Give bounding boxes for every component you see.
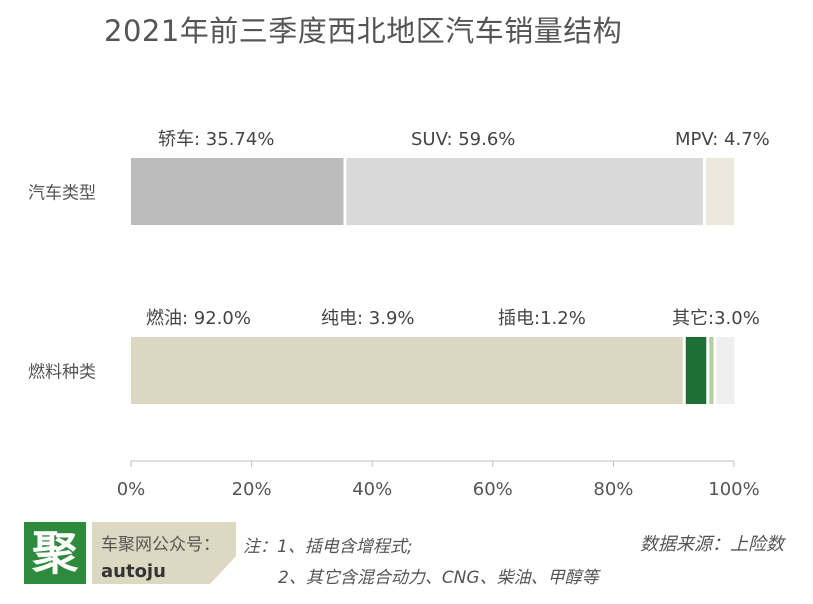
bar-segment (705, 158, 735, 225)
x-tick-label: 20% (232, 479, 272, 500)
data-label: 纯电: 3.9% (321, 308, 415, 329)
data-label: MPV: 4.7% (675, 129, 770, 150)
data-label: 燃油: 92.0% (146, 308, 251, 329)
bar-segment (131, 337, 683, 404)
autoju-logo: 聚 (24, 522, 86, 584)
x-tick-label: 60% (473, 479, 513, 500)
data-label: SUV: 59.6% (411, 129, 515, 150)
bar-segment (716, 337, 735, 404)
stacked-bar-chart: 汽车类型 轿车: 35.74% SUV: 59.6% MPV: 4.7% 燃料种类 燃油:… (28, 129, 770, 500)
x-tick-label: 100% (708, 479, 759, 500)
data-label: 轿车: 35.74% (158, 129, 274, 150)
bar-segment (709, 337, 714, 404)
account-label: 车聚网公众号： (101, 535, 220, 555)
data-label: 其它:3.0% (672, 308, 760, 329)
category-label: 汽车类型 (28, 184, 96, 204)
account-handle: autoju (101, 561, 166, 582)
bar-segment (346, 158, 703, 225)
note-line-2: 2、其它含混合动力、CNG、柴油、甲醇等 (278, 568, 599, 588)
x-tick-label: 0% (117, 479, 146, 500)
bar-segment (131, 158, 344, 225)
note-line-1: 注：1、插电含增程式; (243, 537, 413, 557)
data-label: 插电:1.2% (498, 308, 586, 329)
data-source: 数据来源：上险数 (640, 534, 784, 555)
chart-title: 2021年前三季度西北地区汽车销量结构 (104, 14, 623, 48)
account-tag-background (92, 522, 236, 584)
bar-segment (685, 337, 707, 404)
category-label: 燃料种类 (28, 363, 96, 383)
x-tick-label: 40% (352, 479, 392, 500)
x-tick-label: 80% (593, 479, 633, 500)
